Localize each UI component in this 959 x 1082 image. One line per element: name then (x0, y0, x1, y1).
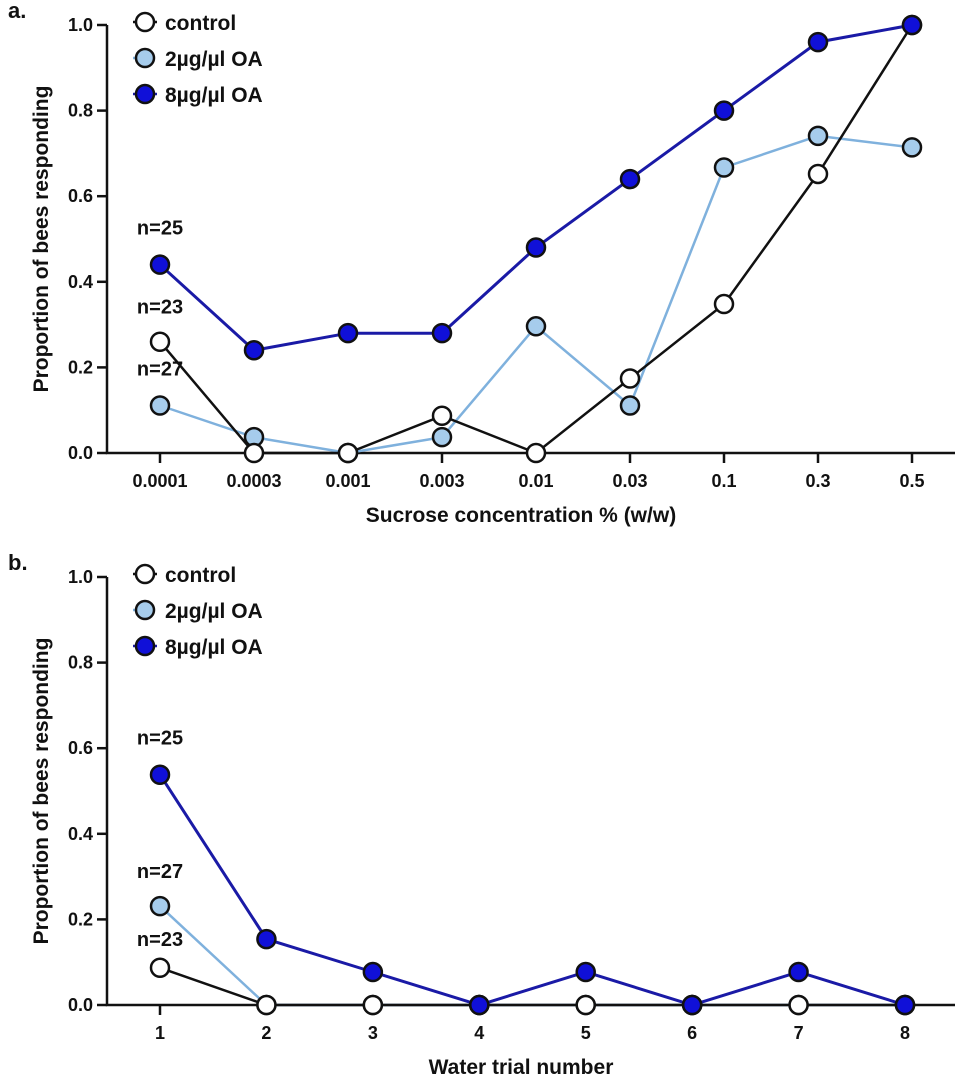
data-point-low (525, 316, 547, 337)
legend-marker-high (134, 83, 156, 105)
data-point-control (431, 405, 453, 427)
data-point-low (713, 157, 735, 178)
y-tick-label: 0.2 (68, 357, 93, 377)
data-point-control (256, 994, 277, 1016)
data-point-control (362, 994, 384, 1016)
data-point-low (149, 895, 171, 917)
chart-panel-a: a. 0.0 0.2 0.4 0.6 0.8 1.0 0.0001 0.0003 0.001 0.0… (8, 0, 955, 527)
y-tick-label: 0.0 (68, 443, 93, 463)
legend-marker-low (134, 599, 156, 621)
n-label-control: n=23 (137, 297, 183, 319)
x-tick-label: 0.003 (419, 471, 464, 491)
series-line-control (159, 966, 905, 1007)
data-point-high (149, 254, 171, 275)
data-point-high (619, 168, 641, 190)
data-point-low (149, 395, 171, 416)
series-line-low (159, 905, 905, 1007)
data-point-control (575, 994, 596, 1016)
x-axis-title: Sucrose concentration % (w/w) (366, 504, 676, 527)
y-tick-label: 0.8 (68, 101, 93, 121)
x-tick-label: 4 (474, 1023, 484, 1043)
data-point-high (431, 322, 453, 344)
data-point-high (256, 928, 277, 950)
data-point-control (713, 293, 735, 315)
data-point-high (525, 237, 547, 258)
legend-label-high: 8µg/µl OA (165, 84, 263, 107)
data-point-control (807, 163, 829, 185)
legend-marker-high (134, 635, 156, 657)
data-point-high (894, 994, 916, 1016)
y-tick-label: 1.0 (68, 567, 93, 587)
x-tick-label: 8 (900, 1023, 910, 1043)
series-line-high (158, 773, 906, 1007)
data-point-control (337, 442, 359, 464)
data-point-low (619, 395, 641, 416)
n-label-high: n=25 (137, 218, 183, 240)
legend-label-control: control (165, 564, 236, 587)
data-point-control (149, 957, 171, 979)
legend-marker-control (134, 563, 156, 585)
x-tick-label: 0.1 (711, 471, 736, 491)
y-tick-label: 0.8 (68, 653, 93, 673)
y-tick-label: 0.6 (68, 186, 93, 206)
chart-panel-b: b. 0.0 0.2 0.4 0.6 0.8 1.0 1 2 3 4 5 6 7 8 Water trial … (8, 550, 955, 1079)
x-tick-label: 1 (155, 1023, 165, 1043)
legend-label-control: control (165, 12, 236, 35)
x-tick-label: 0.03 (612, 471, 647, 491)
n-label-control: n=23 (137, 929, 183, 951)
data-point-control (243, 442, 265, 464)
data-point-high (575, 961, 596, 983)
series-line-low (159, 134, 913, 455)
n-label-high: n=25 (137, 728, 183, 750)
x-tick-label: 0.0003 (226, 471, 281, 491)
y-tick-label: 1.0 (68, 15, 93, 35)
legend-marker-control (134, 11, 156, 33)
y-tick-label: 0.4 (68, 824, 93, 844)
data-point-high (901, 14, 923, 36)
data-point-high (243, 340, 265, 361)
x-tick-label: 6 (687, 1023, 697, 1043)
x-tick-label: 2 (261, 1023, 271, 1043)
x-tick-label: 7 (794, 1023, 804, 1043)
n-label-low: n=27 (137, 358, 183, 380)
data-point-control (525, 442, 547, 464)
y-tick-label: 0.4 (68, 272, 93, 292)
data-point-control (788, 994, 809, 1016)
y-axis-title: Proportion of bees responding (30, 86, 53, 393)
data-point-high (807, 31, 829, 53)
data-point-high (681, 994, 703, 1016)
x-tick-label: 5 (581, 1023, 591, 1043)
data-point-high (362, 961, 384, 983)
series-line-high (158, 23, 913, 352)
legend-label-high: 8µg/µl OA (165, 636, 263, 659)
x-tick-label: 0.001 (325, 471, 370, 491)
x-tick-label: 0.01 (518, 471, 553, 491)
panel-label: a. (8, 0, 26, 23)
legend-marker-low (134, 47, 156, 69)
x-tick-label: 0.5 (899, 471, 924, 491)
panel-label: b. (8, 550, 28, 575)
x-tick-label: 0.0001 (132, 471, 187, 491)
n-label-low: n=27 (137, 861, 183, 883)
y-axis-title: Proportion of bees responding (30, 638, 53, 945)
data-point-high (788, 961, 809, 983)
legend-label-low: 2µg/µl OA (165, 48, 263, 71)
legend-label-low: 2µg/µl OA (165, 600, 263, 623)
data-point-low (431, 426, 453, 448)
data-point-low (901, 137, 923, 158)
x-axis-title: Water trial number (429, 1056, 614, 1079)
data-point-control (619, 368, 641, 389)
data-point-control (149, 331, 171, 352)
x-tick-label: 0.3 (805, 471, 830, 491)
y-tick-label: 0.0 (68, 995, 93, 1015)
y-tick-label: 0.2 (68, 909, 93, 929)
data-point-high (337, 322, 359, 344)
data-point-high (713, 100, 735, 121)
data-point-high (469, 994, 490, 1016)
x-tick-label: 3 (368, 1023, 378, 1043)
y-tick-label: 0.6 (68, 738, 93, 758)
data-point-high (149, 764, 171, 785)
data-point-low (807, 125, 829, 147)
